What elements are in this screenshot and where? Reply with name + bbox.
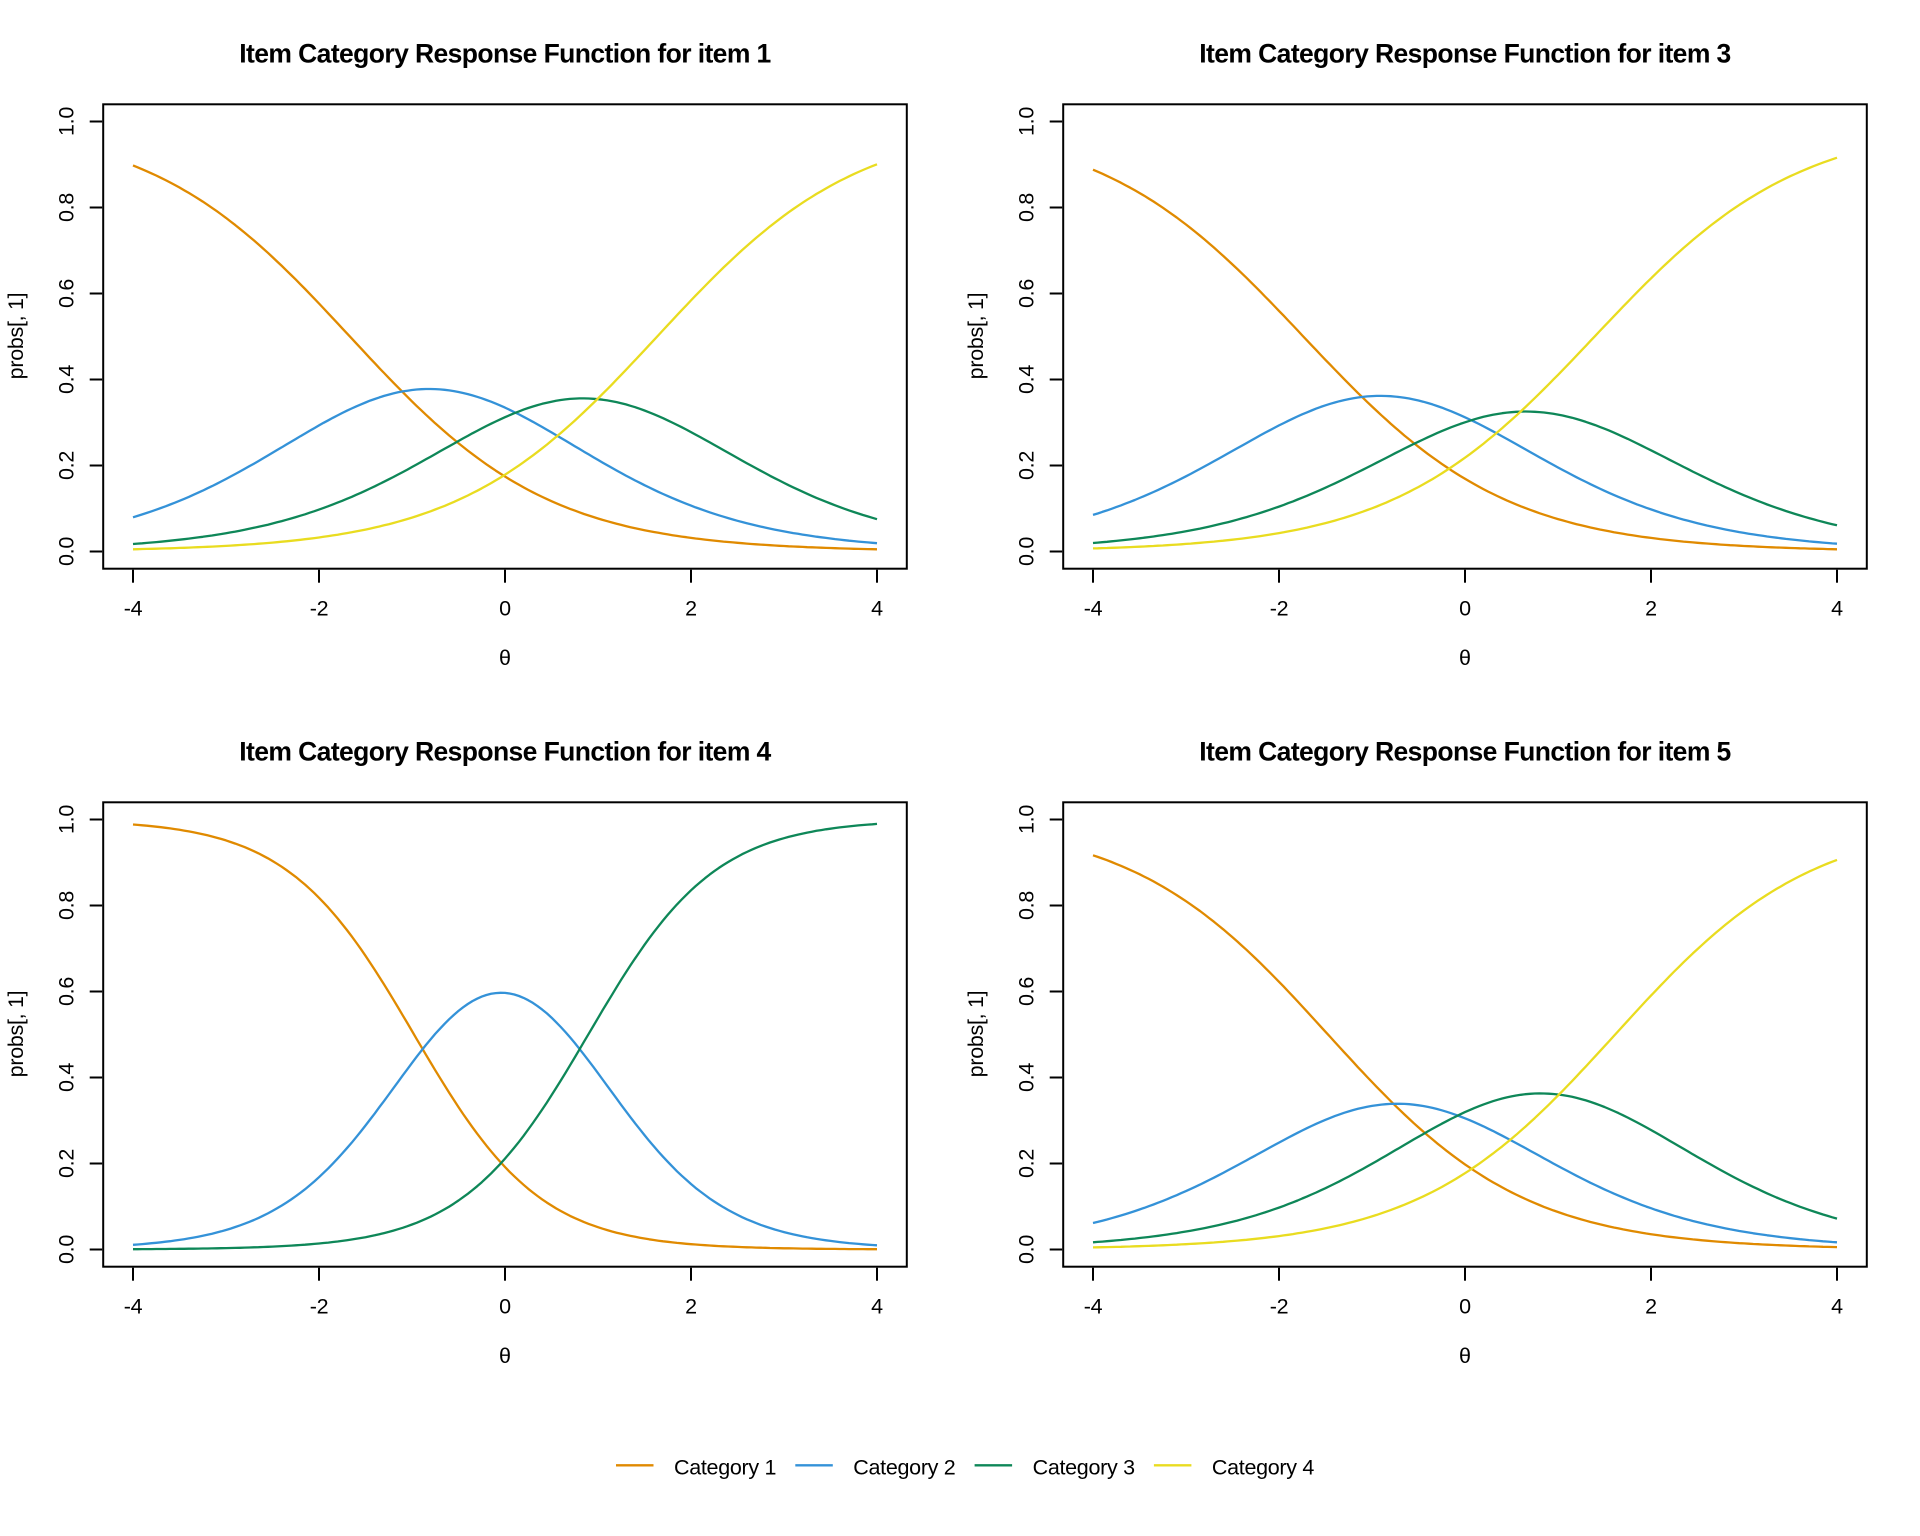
svg-text:-2: -2 bbox=[310, 597, 329, 621]
svg-text:0.2: 0.2 bbox=[54, 451, 78, 480]
svg-text:0.0: 0.0 bbox=[54, 537, 78, 566]
svg-text:Item Category Response Functio: Item Category Response Function for item… bbox=[1199, 736, 1730, 766]
svg-text:0.8: 0.8 bbox=[1014, 891, 1038, 920]
svg-text:2: 2 bbox=[685, 1295, 697, 1319]
svg-text:2: 2 bbox=[685, 597, 697, 621]
svg-text:0.8: 0.8 bbox=[54, 891, 78, 920]
svg-text:0.0: 0.0 bbox=[54, 1235, 78, 1264]
svg-text:0.6: 0.6 bbox=[54, 279, 78, 308]
svg-text:0.4: 0.4 bbox=[54, 1063, 78, 1092]
svg-text:-2: -2 bbox=[310, 1295, 329, 1319]
svg-text:-4: -4 bbox=[124, 1295, 143, 1319]
svg-text:1.0: 1.0 bbox=[54, 107, 78, 136]
svg-text:-4: -4 bbox=[124, 597, 143, 621]
svg-text:probs[, 1]: probs[, 1] bbox=[964, 991, 988, 1078]
svg-text:θ: θ bbox=[1459, 646, 1471, 670]
svg-text:0: 0 bbox=[1459, 597, 1471, 621]
svg-text:θ: θ bbox=[499, 1344, 511, 1368]
svg-text:0.2: 0.2 bbox=[54, 1149, 78, 1178]
svg-text:probs[, 1]: probs[, 1] bbox=[4, 991, 28, 1078]
svg-text:0.0: 0.0 bbox=[1014, 537, 1038, 566]
svg-text:-4: -4 bbox=[1084, 597, 1103, 621]
svg-text:Category 3: Category 3 bbox=[1033, 1456, 1136, 1480]
svg-text:-2: -2 bbox=[1270, 1295, 1289, 1319]
svg-text:1.0: 1.0 bbox=[1014, 805, 1038, 834]
svg-text:0.4: 0.4 bbox=[54, 365, 78, 394]
svg-text:2: 2 bbox=[1645, 1295, 1657, 1319]
svg-text:4: 4 bbox=[1831, 597, 1843, 621]
svg-text:4: 4 bbox=[871, 597, 883, 621]
svg-text:Category 1: Category 1 bbox=[674, 1456, 776, 1480]
svg-text:2: 2 bbox=[1645, 597, 1657, 621]
svg-text:θ: θ bbox=[1459, 1344, 1471, 1368]
svg-text:-2: -2 bbox=[1270, 597, 1289, 621]
svg-text:0.4: 0.4 bbox=[1014, 1063, 1038, 1092]
svg-text:0.6: 0.6 bbox=[1014, 977, 1038, 1006]
svg-text:Category 2: Category 2 bbox=[853, 1456, 955, 1480]
svg-text:Category 4: Category 4 bbox=[1212, 1456, 1315, 1480]
svg-text:4: 4 bbox=[871, 1295, 883, 1319]
svg-text:0.8: 0.8 bbox=[1014, 193, 1038, 222]
svg-text:0.8: 0.8 bbox=[54, 193, 78, 222]
svg-text:0.2: 0.2 bbox=[1014, 451, 1038, 480]
svg-text:Item Category Response Functio: Item Category Response Function for item… bbox=[239, 38, 770, 68]
svg-text:0.6: 0.6 bbox=[54, 977, 78, 1006]
svg-text:0.0: 0.0 bbox=[1014, 1235, 1038, 1264]
svg-text:Item Category Response Functio: Item Category Response Function for item… bbox=[1199, 38, 1730, 68]
svg-text:Item Category Response Functio: Item Category Response Function for item… bbox=[239, 736, 771, 766]
svg-text:-4: -4 bbox=[1084, 1295, 1103, 1319]
svg-text:probs[, 1]: probs[, 1] bbox=[4, 293, 28, 380]
svg-text:0: 0 bbox=[499, 1295, 511, 1319]
svg-text:4: 4 bbox=[1831, 1295, 1843, 1319]
svg-text:0.4: 0.4 bbox=[1014, 365, 1038, 394]
svg-text:1.0: 1.0 bbox=[1014, 107, 1038, 136]
svg-text:0: 0 bbox=[1459, 1295, 1471, 1319]
svg-text:0.6: 0.6 bbox=[1014, 279, 1038, 308]
svg-text:0: 0 bbox=[499, 597, 511, 621]
svg-text:θ: θ bbox=[499, 646, 511, 670]
svg-text:1.0: 1.0 bbox=[54, 805, 78, 834]
svg-text:probs[, 1]: probs[, 1] bbox=[964, 293, 988, 380]
svg-text:0.2: 0.2 bbox=[1014, 1149, 1038, 1178]
